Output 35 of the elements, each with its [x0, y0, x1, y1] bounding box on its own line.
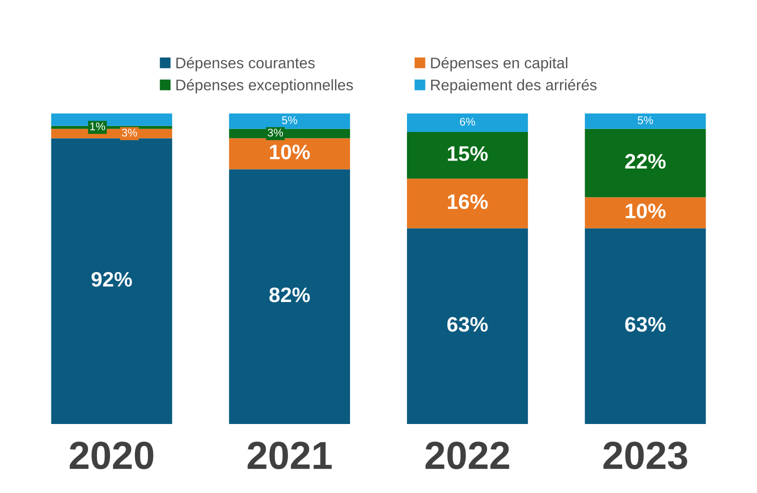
data-label: 3%: [268, 128, 283, 137]
legend-label: Repaiement des arriérés: [431, 79, 597, 94]
bar: [584, 128, 706, 198]
data-label: 10%: [270, 144, 310, 160]
bar: [229, 113, 350, 129]
legend-label: Dépenses courantes: [176, 56, 315, 72]
bar: [584, 113, 706, 129]
data-label: 82%: [269, 287, 310, 302]
bar: [229, 169, 350, 424]
bar: [51, 138, 172, 424]
x-tick-label: 2023: [603, 442, 688, 470]
data-label: 5%: [282, 116, 298, 124]
bar: [406, 132, 528, 179]
bar: [406, 113, 528, 132]
x-tick-label: 2021: [248, 442, 332, 470]
bar: [406, 228, 528, 424]
x-tick-label: 2022: [426, 442, 510, 470]
data-label: 15%: [448, 146, 488, 161]
data-label: 3%: [122, 128, 138, 137]
data-label: 10%: [626, 204, 666, 218]
bar: [584, 228, 706, 424]
bar: [229, 138, 350, 170]
data-label: 63%: [625, 316, 666, 332]
data-label: 6%: [460, 118, 476, 126]
data-label: 92%: [92, 272, 132, 287]
data-label: 63%: [447, 316, 488, 332]
bar: [584, 197, 706, 228]
data-label: 5%: [638, 116, 653, 124]
legend-label: Dépenses en capital: [431, 56, 568, 72]
data-label: 22%: [625, 154, 666, 169]
x-tick-label: 2020: [70, 442, 154, 470]
bar: [406, 178, 528, 228]
legend-label: Dépenses exceptionnelles: [176, 79, 353, 94]
data-label: 16%: [448, 194, 488, 210]
data-label: 1%: [90, 122, 106, 130]
